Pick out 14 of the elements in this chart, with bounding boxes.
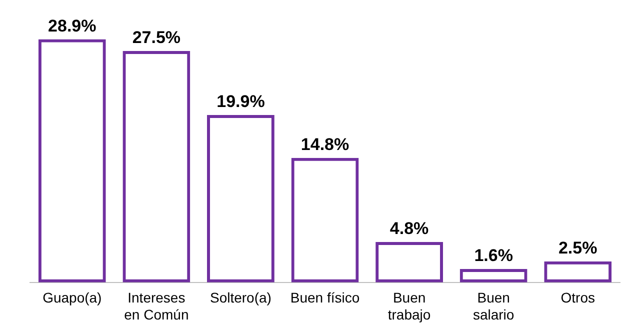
- data-label: 4.8%: [390, 219, 429, 238]
- data-label: 2.5%: [558, 238, 598, 258]
- x-tick-label: Soltero(a): [210, 290, 272, 306]
- data-label: 1.6%: [474, 246, 513, 266]
- data-label: 19.9%: [216, 92, 265, 112]
- x-tick-label: Buen trabajo: [388, 290, 431, 322]
- x-tick-label: Guapo(a): [42, 290, 102, 306]
- x-tick-label: Intereses en Común: [124, 290, 189, 322]
- x-tick-label: Buen salario: [472, 290, 514, 322]
- data-label: 14.8%: [300, 135, 350, 154]
- x-tick-label: Buen físico: [290, 290, 360, 306]
- data-label: 27.5%: [132, 28, 181, 48]
- data-label: 28.9%: [48, 16, 96, 36]
- x-tick-label: Otros: [560, 290, 595, 306]
